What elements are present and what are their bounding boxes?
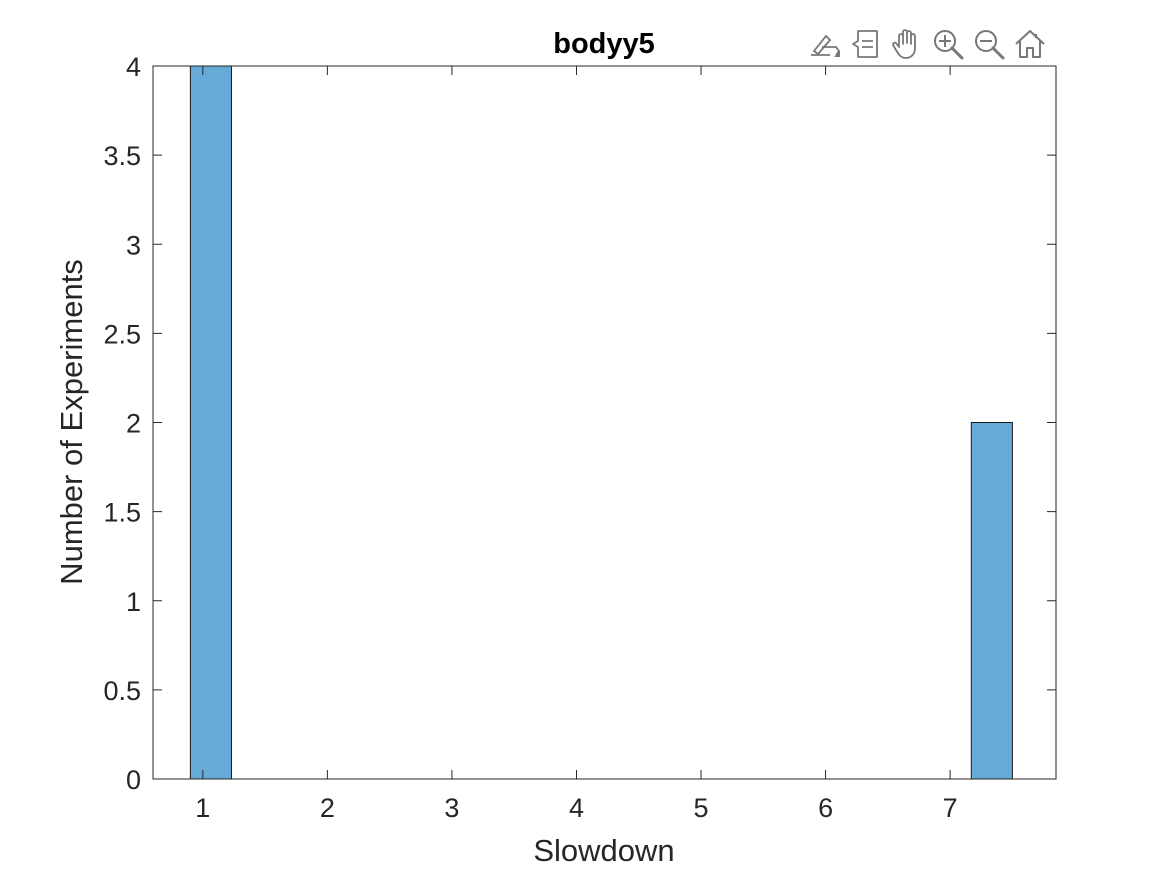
pan-button[interactable] (888, 26, 926, 62)
y-tick-label: 0.5 (103, 676, 141, 706)
x-tick-label: 6 (818, 793, 833, 823)
y-tick-label: 4 (126, 52, 141, 82)
y-axis-label: Number of Experiments (54, 259, 89, 585)
axes-box (152, 65, 1057, 780)
y-tick-label: 2.5 (103, 319, 141, 349)
pan-hand-icon (892, 29, 916, 59)
data-tips-button[interactable] (847, 26, 885, 62)
x-tick-label: 4 (569, 793, 584, 823)
x-tick-label: 1 (195, 793, 210, 823)
x-axis-label: Slowdown (533, 833, 674, 868)
x-tick-label: 7 (943, 793, 958, 823)
brush-export-button[interactable] (806, 26, 844, 62)
zoom-out-button[interactable] (970, 26, 1008, 62)
zoom-in-icon (934, 30, 964, 60)
x-tick-label: 5 (694, 793, 709, 823)
histogram-bar (189, 65, 232, 780)
y-tick-label: 1 (126, 587, 141, 617)
chart-title: bodyy5 (553, 28, 655, 60)
x-tick-label: 2 (320, 793, 335, 823)
y-tick-label: 0 (126, 765, 141, 795)
axes-toolbar (806, 26, 1049, 62)
y-tick-label: 3.5 (103, 141, 141, 171)
home-restore-button[interactable] (1011, 26, 1049, 62)
y-tick-label: 3 (126, 230, 141, 260)
home-restore-icon (1015, 30, 1045, 58)
data-tips-icon (852, 30, 878, 58)
y-tick-label: 1.5 (103, 498, 141, 528)
histogram-bar (970, 422, 1013, 780)
ticks-group: 1 2 3 4 5 6 7 0 0.5 1 1.5 2 2.5 3 3.5 4 (103, 52, 1056, 823)
axes-background (153, 66, 1056, 779)
zoom-in-button[interactable] (929, 26, 967, 62)
brush-export-icon (811, 34, 841, 57)
bars-group (189, 65, 1013, 780)
zoom-out-icon (975, 30, 1005, 60)
y-tick-label: 2 (126, 409, 141, 439)
x-tick-label: 3 (444, 793, 459, 823)
